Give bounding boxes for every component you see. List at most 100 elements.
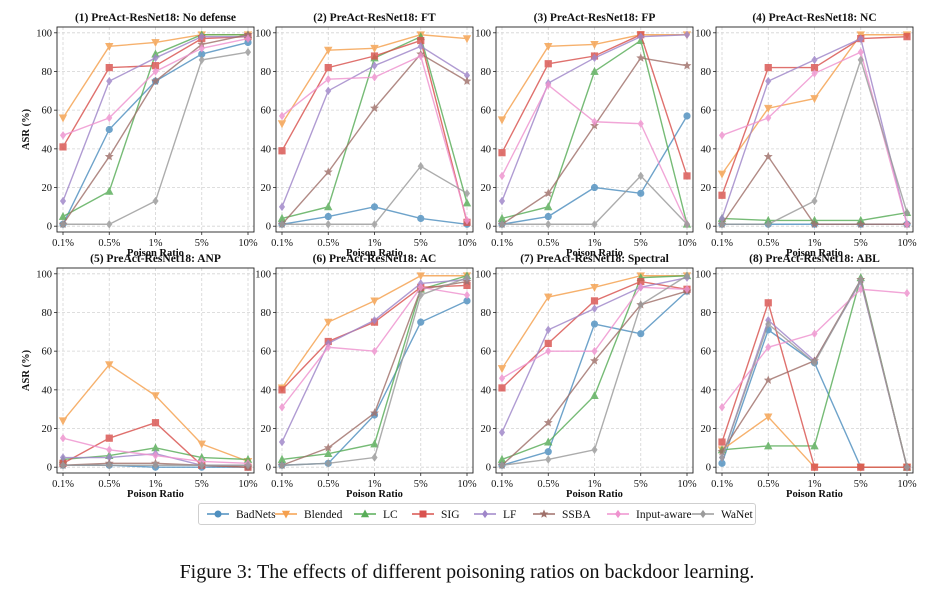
x-tick-label: 10% [897, 479, 917, 490]
data-point-lf [683, 30, 691, 39]
y-tick-label: 20 [261, 424, 272, 435]
x-tick-label: 0.1% [52, 479, 74, 490]
x-tick-label: 0.5% [98, 238, 120, 249]
series-input-aware [278, 51, 471, 225]
y-tick-label: 40 [42, 385, 53, 396]
y-tick-label: 80 [42, 308, 53, 319]
x-tick-label: 5% [634, 238, 648, 249]
data-point-wanet [718, 453, 726, 462]
y-tick-label: 60 [42, 106, 53, 117]
data-point-wanet [857, 55, 864, 65]
y-tick-label: 60 [701, 106, 712, 117]
data-point-blended [462, 35, 472, 44]
data-point-input-aware [545, 346, 552, 356]
panel-5: (5) PreAct-ResNet18: ANP 0 20 40 60 80 100 0.1%… [21, 253, 258, 500]
data-point-wanet [371, 220, 378, 229]
data-point-wanet [278, 220, 286, 229]
data-point-lc [324, 202, 333, 211]
data-point-blended [497, 365, 507, 374]
data-point-badnets [417, 318, 425, 326]
legend-item-input-aware: Input-aware [607, 509, 692, 521]
y-tick-label: 60 [261, 347, 272, 358]
y-tick-label: 0 [486, 222, 491, 233]
data-point-badnets [590, 183, 599, 192]
series-input-aware [498, 283, 691, 383]
data-point-wanet [244, 47, 252, 57]
x-tick-label: 0.5% [537, 479, 559, 490]
data-point-input-aware [637, 283, 644, 292]
data-point-sig [764, 64, 772, 72]
y-axis-label: ASR (%) [21, 349, 32, 391]
data-point-lc [462, 198, 472, 207]
data-point-ssba [543, 188, 553, 198]
data-point-lc [590, 391, 599, 400]
data-point-wanet [106, 461, 113, 470]
data-point-ssba [856, 219, 866, 229]
x-axis-label: Poison Ratio [566, 489, 623, 500]
x-tick-label: 0.5% [757, 238, 779, 249]
data-point-wanet [417, 162, 424, 171]
legend-label: SSBA [562, 509, 591, 521]
data-point-blended [105, 42, 114, 51]
series-wanet [278, 162, 471, 229]
data-point-wanet [498, 461, 506, 470]
panel-title: (6) PreAct-ResNet18: AC [313, 253, 437, 265]
x-tick-label: 0.1% [711, 479, 733, 490]
data-point-wanet [811, 196, 818, 206]
data-point-sig [718, 438, 726, 446]
series-wanet [278, 273, 471, 470]
data-point-wanet [198, 55, 205, 65]
legend-label: Input-aware [636, 509, 692, 521]
data-point-ssba [763, 375, 773, 384]
data-point-wanet [811, 358, 818, 367]
data-point-lc [810, 441, 819, 450]
data-point-input-aware [152, 67, 159, 76]
x-axis-label: Poison Ratio [346, 248, 403, 259]
x-axis-label: Poison Ratio [346, 489, 403, 500]
data-point-badnets [544, 448, 552, 456]
data-point-wanet [152, 196, 159, 206]
data-point-input-aware [765, 343, 772, 352]
data-point-input-aware [106, 445, 113, 455]
data-point-input-aware [811, 329, 818, 338]
data-point-blended [277, 120, 287, 129]
data-point-sig [59, 143, 67, 151]
y-tick-label: 100 [36, 269, 52, 280]
y-tick-label: 80 [261, 67, 272, 78]
y-tick-label: 100 [255, 269, 271, 280]
legend-label: LC [383, 509, 398, 521]
data-point-sig [498, 384, 506, 392]
data-point-lf [371, 316, 378, 325]
x-tick-label: 0.5% [317, 479, 339, 490]
data-point-blended [324, 318, 333, 327]
data-point-wanet [59, 220, 67, 229]
x-tick-label: 0.5% [98, 479, 120, 490]
y-tick-label: 60 [481, 347, 492, 358]
data-point-lc [324, 449, 333, 458]
data-point-blended [544, 293, 553, 302]
y-tick-label: 100 [475, 28, 491, 39]
y-tick-label: 40 [42, 144, 53, 155]
x-axis-label: Poison Ratio [786, 248, 843, 259]
data-point-badnets [590, 320, 599, 328]
data-point-input-aware [765, 113, 772, 123]
data-point-blended [497, 116, 507, 125]
panel-title: (7) PreAct-ResNet18: Spectral [520, 253, 669, 265]
data-point-blended [764, 104, 773, 113]
x-tick-label: 1% [808, 479, 822, 490]
data-point-lf [152, 53, 159, 63]
data-point-sig [764, 299, 772, 307]
x-tick-label: 1% [808, 238, 822, 249]
data-point-lc [544, 202, 553, 211]
data-point-input-aware [59, 131, 67, 140]
y-axis-label: ASR (%) [21, 108, 32, 150]
y-tick-label: 20 [481, 424, 492, 435]
legend-label: Blended [304, 509, 343, 521]
data-point-blended [810, 95, 819, 104]
data-point-sig [151, 419, 160, 427]
data-point-input-aware [637, 119, 644, 128]
data-point-sig [278, 386, 286, 394]
y-tick-label: 80 [701, 308, 712, 319]
x-tick-label: 0.5% [537, 238, 559, 249]
data-point-wanet [683, 271, 691, 280]
